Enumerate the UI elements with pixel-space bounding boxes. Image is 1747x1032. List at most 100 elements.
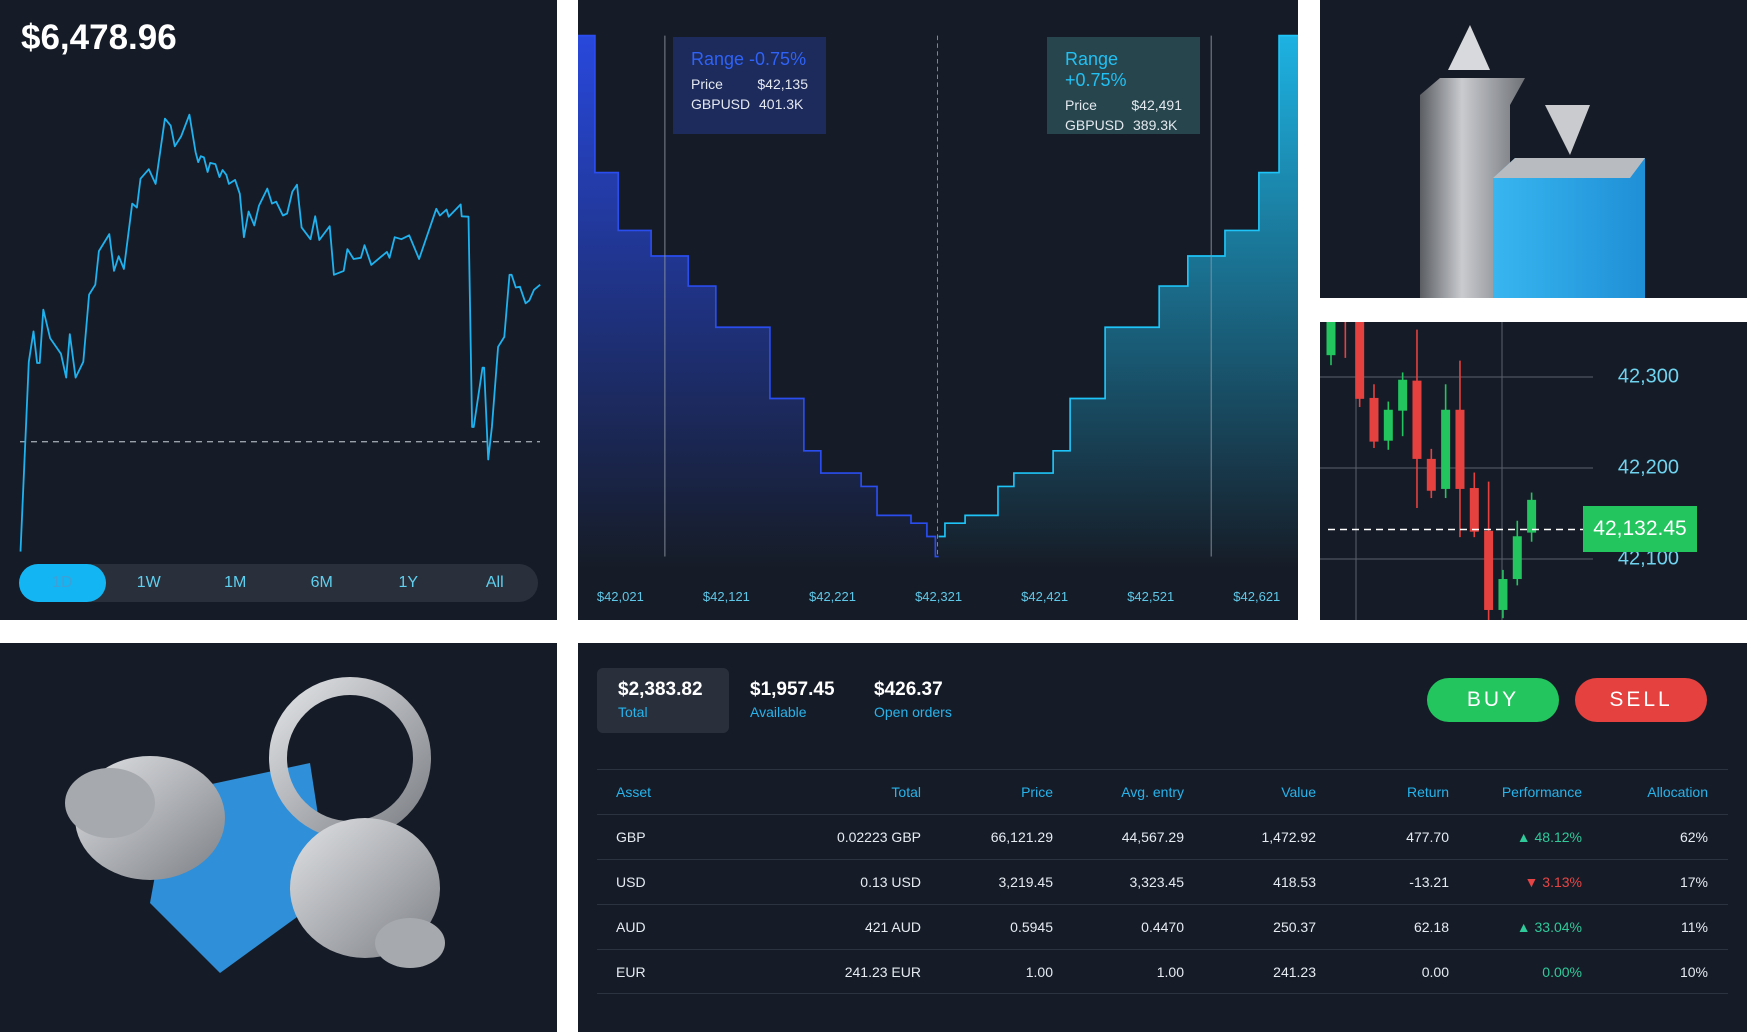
- timeframe-6m[interactable]: 6M: [310, 574, 333, 591]
- return-cell: -13.21: [1409, 874, 1449, 890]
- candle-body: [1498, 579, 1508, 610]
- bid-depth-area: [578, 35, 939, 568]
- asset-cell: USD: [616, 874, 646, 890]
- summary-label: Total: [618, 704, 648, 720]
- table-row[interactable]: EUR 241.23 EUR 1.00 1.00 241.23 0.00 0.00% 10%: [597, 949, 1728, 994]
- y-tick-label: 42,300: [1617, 365, 1679, 388]
- column-header-total[interactable]: Total: [891, 784, 921, 800]
- triangle-down-icon: ▼: [1524, 874, 1543, 890]
- price-cell: 3,219.45: [998, 874, 1054, 890]
- candle-body: [1355, 322, 1365, 399]
- timeframe-all[interactable]: All: [485, 574, 504, 591]
- blue-block-icon: [1493, 158, 1645, 298]
- summary-label: Available: [750, 704, 807, 720]
- tooltip-title: Range -0.75%: [691, 49, 807, 69]
- range-high-tooltip: Range +0.75% Price $42,491 GBPUSD 389.3K: [1047, 37, 1200, 134]
- tooltip-value: $42,135: [757, 76, 808, 92]
- avg-cell: 44,567.29: [1121, 829, 1184, 845]
- x-tick-label: $42,121: [702, 589, 750, 604]
- total-cell: 421 AUD: [864, 919, 921, 935]
- x-tick-label: $42,321: [915, 589, 963, 604]
- down-arrow-icon: [1545, 105, 1590, 155]
- currency-illustration: [0, 643, 557, 1032]
- return-cell: 477.70: [1406, 829, 1449, 845]
- price-arrows-illustration: [1420, 25, 1645, 298]
- performance-cell: 0.00%: [1449, 964, 1582, 980]
- table-row[interactable]: USD 0.13 USD 3,219.45 3,323.45 418.53 -13.21 ▼…: [597, 859, 1728, 904]
- portfolio-balance: $6,478.96: [21, 18, 177, 57]
- column-header-value[interactable]: Value: [1281, 784, 1316, 800]
- ask-depth-line: [938, 34, 1298, 538]
- candlestick-chart: [1320, 322, 1593, 620]
- triangle-up-icon: ▲: [1516, 919, 1535, 935]
- tooltip-title: Range +0.75%: [1065, 49, 1127, 90]
- candle-body: [1441, 409, 1451, 489]
- total-cell: 0.02223 GBP: [836, 829, 921, 845]
- candle-body: [1326, 322, 1336, 356]
- timeframe-1y[interactable]: 1Y: [398, 574, 419, 591]
- column-header-asset[interactable]: Asset: [616, 784, 652, 800]
- summary-label: Open orders: [874, 704, 952, 720]
- ask-depth-area: [938, 35, 1298, 568]
- candle-body: [1398, 379, 1408, 411]
- candle-body: [1469, 488, 1479, 532]
- timeframe-1d[interactable]: 1D: [19, 564, 106, 602]
- candle-body: [1455, 409, 1465, 489]
- table-row[interactable]: GBP 0.02223 GBP 66,121.29 44,567.29 1,472.92…: [597, 814, 1728, 859]
- performance-value: 33.04%: [1534, 919, 1582, 935]
- x-tick-label: $42,221: [808, 589, 856, 604]
- avg-cell: 1.00: [1156, 963, 1184, 980]
- table-header-row: Asset Total Price Avg. entry Value Return Perf…: [597, 769, 1728, 814]
- value-cell: 1,472.92: [1261, 829, 1317, 845]
- column-header-avg-entry[interactable]: Avg. entry: [1121, 784, 1184, 800]
- asset-cell: EUR: [616, 963, 646, 980]
- x-tick-label: $42,621: [1233, 589, 1281, 604]
- holdings-table: Asset Total Price Avg. entry Value Return Perf…: [597, 769, 1728, 994]
- performance-cell: ▲ 48.12%: [1449, 829, 1582, 845]
- value-cell: 418.53: [1273, 874, 1316, 890]
- candle-body: [1527, 499, 1537, 533]
- value-cell: 241.23: [1273, 963, 1316, 980]
- avg-cell: 0.4470: [1141, 919, 1184, 935]
- column-header-price[interactable]: Price: [1021, 784, 1053, 800]
- x-tick-label: $42,421: [1021, 589, 1069, 604]
- portfolio-chart-panel: $6,478.96 1D 1W 1M 6M 1Y All: [0, 0, 557, 620]
- summary-open-orders[interactable]: $426.37 Open orders: [853, 668, 973, 733]
- tooltip-label: Price: [1065, 97, 1097, 113]
- value-cell: 250.37: [1273, 919, 1316, 935]
- buy-button[interactable]: BUY: [1427, 678, 1559, 722]
- y-tick-label: 42,100: [1617, 547, 1679, 570]
- ring-icon: [269, 677, 431, 839]
- bid-depth-line: [578, 34, 939, 558]
- candle-body: [1383, 409, 1393, 441]
- asset-cell: AUD: [616, 919, 646, 935]
- price-cell: 66,121.29: [990, 829, 1053, 845]
- portfolio-line-chart: [19, 113, 541, 552]
- tooltip-value: 389.3K: [1133, 117, 1178, 133]
- summary-value: $426.37: [874, 679, 943, 700]
- timeframe-1w[interactable]: 1W: [136, 574, 161, 591]
- holdings-panel: $2,383.82 Total $1,957.45 Available $426…: [578, 643, 1747, 1032]
- column-header-allocation[interactable]: Allocation: [1647, 784, 1708, 800]
- alloc-cell: 11%: [1681, 919, 1708, 935]
- column-header-performance[interactable]: Performance: [1501, 784, 1582, 800]
- candle-body: [1369, 397, 1379, 442]
- performance-cell: ▼ 3.13%: [1449, 874, 1582, 890]
- currency-symbols-illustration: [65, 677, 445, 973]
- summary-value: $2,383.82: [618, 679, 703, 700]
- price-cell: 1.00: [1025, 963, 1053, 980]
- sell-button[interactable]: SELL: [1575, 678, 1707, 722]
- performance-value: 3.13%: [1542, 874, 1582, 890]
- summary-value: $1,957.45: [750, 679, 835, 700]
- tooltip-label: GBPUSD: [1065, 117, 1125, 133]
- triangle-up-icon: ▲: [1516, 829, 1535, 845]
- timeframe-selector: 1D 1W 1M 6M 1Y All: [19, 564, 538, 602]
- timeframe-1m[interactable]: 1M: [224, 574, 247, 591]
- column-header-return[interactable]: Return: [1406, 784, 1449, 800]
- summary-total[interactable]: $2,383.82 Total: [597, 668, 729, 733]
- candle-body: [1512, 536, 1522, 580]
- avg-cell: 3,323.45: [1129, 874, 1185, 890]
- candle-body: [1412, 380, 1422, 459]
- table-row[interactable]: AUD 421 AUD 0.5945 0.4470 250.37 62.18 ▲ 33.04…: [597, 904, 1728, 949]
- summary-available[interactable]: $1,957.45 Available: [729, 668, 856, 733]
